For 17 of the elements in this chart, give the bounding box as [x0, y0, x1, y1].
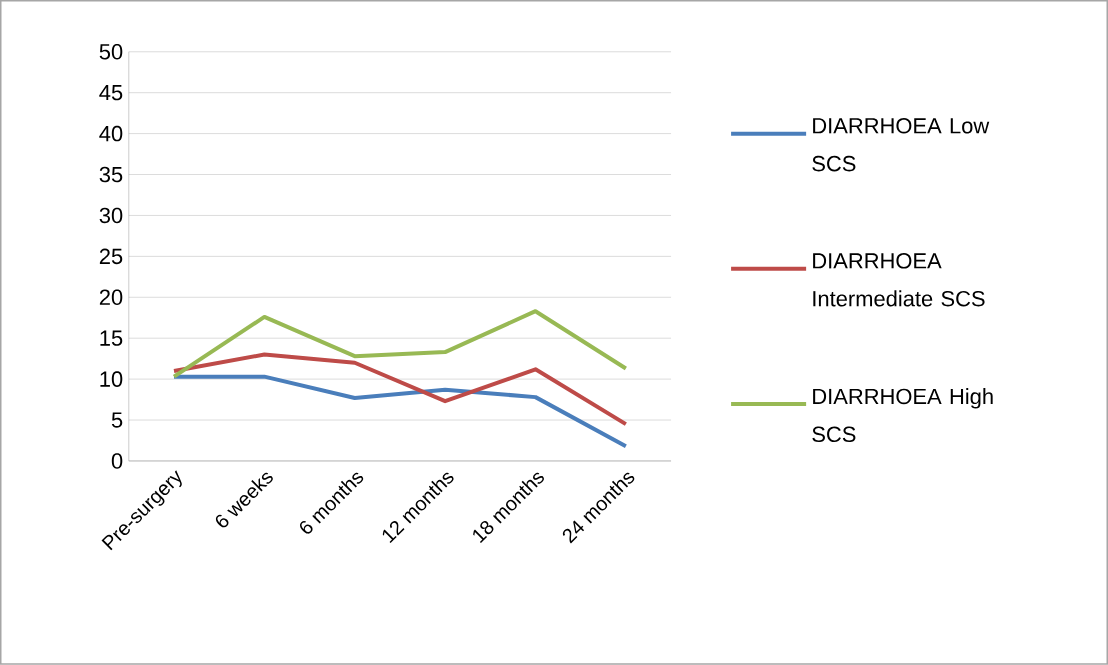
- legend-label: DIARRHOEA Low SCS: [812, 118, 990, 172]
- y-tick-label: 0: [111, 453, 123, 469]
- y-tick-label: 5: [111, 412, 123, 428]
- y-tick-label: 45: [99, 85, 123, 101]
- y-tick-label: 15: [100, 330, 123, 346]
- legend-label: DIARRHOEA High SCS: [812, 388, 993, 443]
- y-tick-label: 35: [99, 166, 123, 183]
- y-tick-label: 40: [99, 125, 123, 142]
- y-tick-label: 25: [99, 248, 123, 265]
- y-tick-label: 10: [100, 371, 123, 387]
- line-series: [172, 309, 628, 379]
- legend-label: DIARRHOEA Intermediate SCS: [813, 253, 985, 307]
- y-tick-label: 50: [99, 44, 123, 60]
- line-series: [172, 352, 628, 427]
- y-tick-label: 20: [99, 289, 123, 306]
- y-tick-label: 30: [99, 207, 123, 224]
- line-series: [172, 374, 628, 449]
